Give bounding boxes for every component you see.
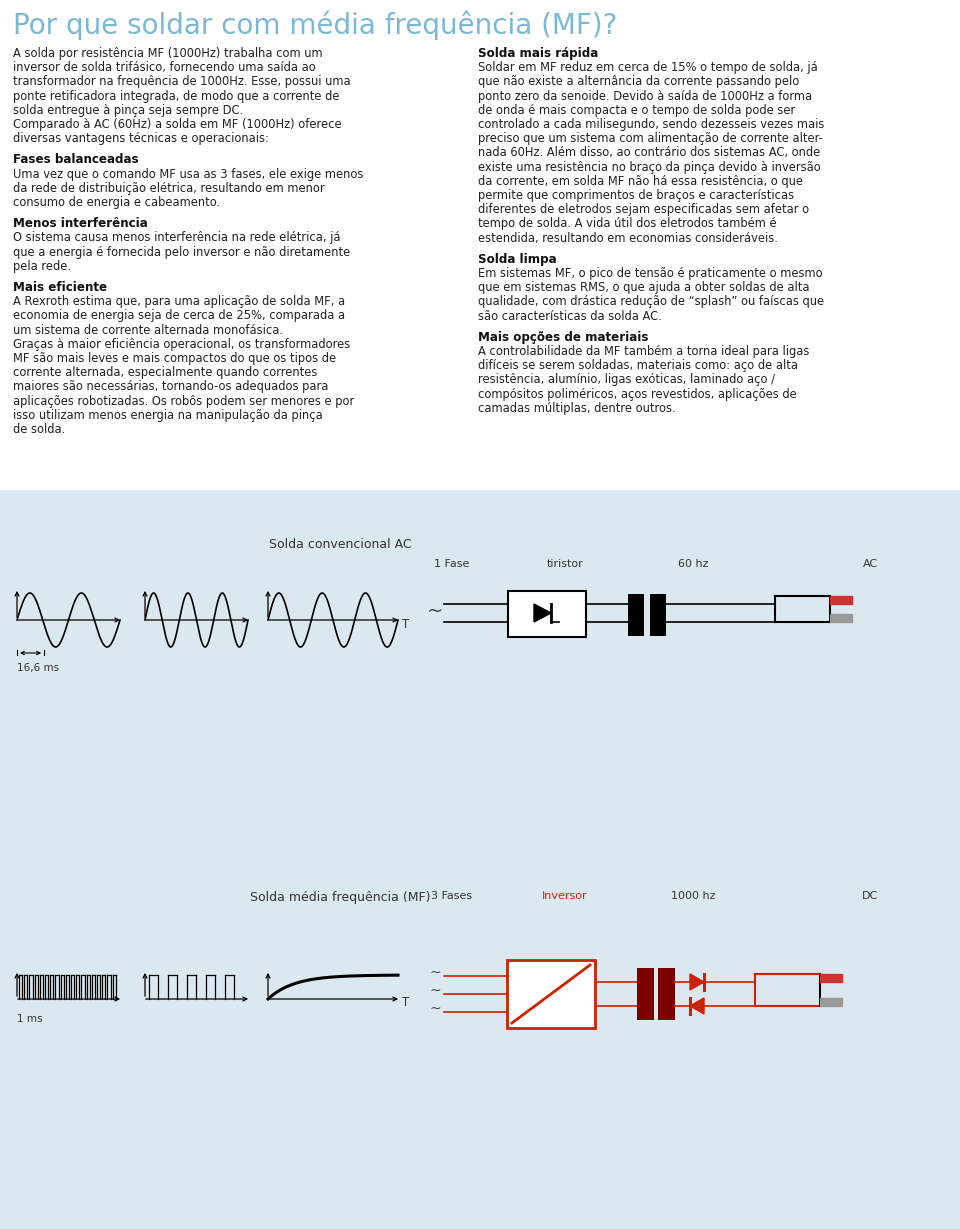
Text: que não existe a alternância da corrente passando pelo: que não existe a alternância da corrente… <box>478 75 800 88</box>
Bar <box>0 489 960 1229</box>
Text: Menos interferência: Menos interferência <box>13 218 148 230</box>
Text: camadas múltiplas, dentre outros.: camadas múltiplas, dentre outros. <box>478 402 676 415</box>
Text: Comparado à AC (60Hz) a solda em MF (1000Hz) oferece: Comparado à AC (60Hz) a solda em MF (100… <box>13 118 342 132</box>
Text: Inversor: Inversor <box>542 891 588 901</box>
Text: preciso que um sistema com alimentação de corrente alter-: preciso que um sistema com alimentação d… <box>478 133 823 145</box>
Bar <box>658 968 675 1020</box>
Text: 1000 hz: 1000 hz <box>671 891 715 901</box>
Polygon shape <box>690 998 704 1014</box>
Text: transformador na frequência de 1000Hz. Esse, possui uma: transformador na frequência de 1000Hz. E… <box>13 75 350 88</box>
Text: ponto zero da senoide. Devido à saída de 1000Hz a forma: ponto zero da senoide. Devido à saída de… <box>478 90 812 102</box>
Text: compósitos poliméricos, aços revestidos, aplicações de: compósitos poliméricos, aços revestidos,… <box>478 387 797 401</box>
Text: ~: ~ <box>429 1002 441 1016</box>
Bar <box>628 594 644 635</box>
Text: 3 Fases: 3 Fases <box>431 891 472 901</box>
Text: consumo de energia e cabeamento.: consumo de energia e cabeamento. <box>13 195 220 209</box>
Polygon shape <box>690 975 704 991</box>
Text: qualidade, com drástica redução de “splash” ou faíscas que: qualidade, com drástica redução de “spla… <box>478 295 824 308</box>
Text: resistência, alumínio, ligas exóticas, laminado aço /: resistência, alumínio, ligas exóticas, l… <box>478 374 775 386</box>
Text: A controlabilidade da MF também a torna ideal para ligas: A controlabilidade da MF também a torna … <box>478 345 809 358</box>
Text: que em sistemas RMS, o que ajuda a obter soldas de alta: que em sistemas RMS, o que ajuda a obter… <box>478 281 809 294</box>
Bar <box>508 591 586 637</box>
Text: ~: ~ <box>429 966 441 980</box>
Text: Por que soldar com média frequência (MF)?: Por que soldar com média frequência (MF)… <box>13 10 617 39</box>
Text: de solda.: de solda. <box>13 423 65 436</box>
Text: Solda mais rápida: Solda mais rápida <box>478 47 598 60</box>
Text: que a energia é fornecida pelo inversor e não diretamente: que a energia é fornecida pelo inversor … <box>13 246 350 258</box>
Bar <box>507 960 595 1027</box>
Text: AC: AC <box>862 559 877 569</box>
Text: MF são mais leves e mais compactos do que os tipos de: MF são mais leves e mais compactos do qu… <box>13 351 336 365</box>
Text: Solda média frequência (MF): Solda média frequência (MF) <box>250 891 430 905</box>
Text: Mais opções de materiais: Mais opções de materiais <box>478 331 649 344</box>
Text: maiores são necessárias, tornando-os adequados para: maiores são necessárias, tornando-os ade… <box>13 381 328 393</box>
Bar <box>820 998 842 1007</box>
Text: 1 Fase: 1 Fase <box>434 559 469 569</box>
Text: 1 ms: 1 ms <box>17 1014 42 1024</box>
Text: pela rede.: pela rede. <box>13 259 71 273</box>
Bar <box>650 594 666 635</box>
Text: Graças à maior eficiência operacional, os transformadores: Graças à maior eficiência operacional, o… <box>13 338 350 350</box>
Text: estendida, resultando em economias consideráveis.: estendida, resultando em economias consi… <box>478 231 778 245</box>
Text: 16,6 ms: 16,6 ms <box>17 662 60 673</box>
Text: Solda limpa: Solda limpa <box>478 253 557 265</box>
Bar <box>0 0 960 489</box>
Text: inversor de solda trifásico, fornecendo uma saída ao: inversor de solda trifásico, fornecendo … <box>13 61 316 74</box>
Text: de onda é mais compacta e o tempo de solda pode ser: de onda é mais compacta e o tempo de sol… <box>478 103 795 117</box>
Text: um sistema de corrente alternada monofásica.: um sistema de corrente alternada monofás… <box>13 323 283 337</box>
Text: difíceis se serem soldadas, materiais como: aço de alta: difíceis se serem soldadas, materiais co… <box>478 359 798 372</box>
Bar <box>637 968 654 1020</box>
Text: aplicações robotizadas. Os robôs podem ser menores e por: aplicações robotizadas. Os robôs podem s… <box>13 395 354 408</box>
Text: nada 60Hz. Além disso, ao contrário dos sistemas AC, onde: nada 60Hz. Além disso, ao contrário dos … <box>478 146 820 160</box>
Text: permite que comprimentos de braços e características: permite que comprimentos de braços e car… <box>478 189 794 202</box>
Bar <box>830 614 852 622</box>
Text: Em sistemas MF, o pico de tensão é praticamente o mesmo: Em sistemas MF, o pico de tensão é prati… <box>478 267 823 280</box>
Text: da corrente, em solda MF não há essa resistência, o que: da corrente, em solda MF não há essa res… <box>478 175 803 188</box>
Text: tiristor: tiristor <box>546 559 584 569</box>
Text: DC: DC <box>862 891 878 901</box>
Text: tempo de solda. A vida útil dos eletrodos também é: tempo de solda. A vida útil dos eletrodo… <box>478 218 777 230</box>
Text: são características da solda AC.: são características da solda AC. <box>478 310 661 322</box>
Bar <box>820 975 842 982</box>
Text: Soldar em MF reduz em cerca de 15% o tempo de solda, já: Soldar em MF reduz em cerca de 15% o tem… <box>478 61 818 74</box>
Text: A solda por resistência MF (1000Hz) trabalha com um: A solda por resistência MF (1000Hz) trab… <box>13 47 323 60</box>
Text: isso utilizam menos energia na manipulação da pinça: isso utilizam menos energia na manipulaç… <box>13 409 323 422</box>
Text: T: T <box>402 997 409 1009</box>
Text: controlado a cada milisegundo, sendo dezesseis vezes mais: controlado a cada milisegundo, sendo dez… <box>478 118 825 132</box>
Text: 60 hz: 60 hz <box>678 559 708 569</box>
Text: ponte retificadora integrada, de modo que a corrente de: ponte retificadora integrada, de modo qu… <box>13 90 340 102</box>
Text: solda entregue à pinça seja sempre DC.: solda entregue à pinça seja sempre DC. <box>13 103 243 117</box>
Bar <box>830 596 852 603</box>
Text: Uma vez que o comando MF usa as 3 fases, ele exige menos: Uma vez que o comando MF usa as 3 fases,… <box>13 167 364 181</box>
Text: Mais eficiente: Mais eficiente <box>13 281 108 294</box>
Polygon shape <box>534 603 551 622</box>
Text: A Rexroth estima que, para uma aplicação de solda MF, a: A Rexroth estima que, para uma aplicação… <box>13 295 346 308</box>
Text: corrente alternada, especialmente quando correntes: corrente alternada, especialmente quando… <box>13 366 318 380</box>
Text: diferentes de eletrodos sejam especificadas sem afetar o: diferentes de eletrodos sejam especifica… <box>478 203 809 216</box>
Text: ~: ~ <box>429 984 441 998</box>
Text: O sistema causa menos interferência na rede elétrica, já: O sistema causa menos interferência na r… <box>13 231 341 245</box>
Text: ~: ~ <box>427 601 444 621</box>
Text: T: T <box>402 617 409 630</box>
Text: da rede de distribuição elétrica, resultando em menor: da rede de distribuição elétrica, result… <box>13 182 324 195</box>
Text: diversas vantagens técnicas e operacionais:: diversas vantagens técnicas e operaciona… <box>13 133 269 145</box>
Text: Solda convencional AC: Solda convencional AC <box>269 538 411 551</box>
Text: economia de energia seja de cerca de 25%, comparada a: economia de energia seja de cerca de 25%… <box>13 310 346 322</box>
Text: existe uma resistência no braço da pinça devido à inversão: existe uma resistência no braço da pinça… <box>478 161 821 173</box>
Text: Fases balanceadas: Fases balanceadas <box>13 154 138 166</box>
